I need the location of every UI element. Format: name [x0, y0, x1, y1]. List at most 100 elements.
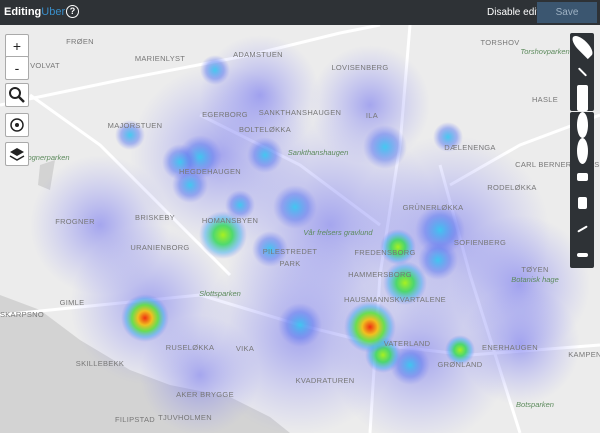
place-label: BOLTELØKKA — [239, 125, 291, 134]
search-icon — [9, 87, 25, 103]
place-label: Frognerparken — [20, 153, 69, 162]
line-tool[interactable] — [570, 59, 594, 85]
place-label: TORSHOV — [480, 38, 519, 47]
place-label: SOFIENBERG — [454, 238, 506, 247]
place-label: AKER BRYGGE — [176, 390, 234, 399]
heat-spot — [278, 303, 322, 347]
place-label: HEGDEHAUGEN — [179, 167, 241, 176]
heat-spot — [383, 261, 427, 305]
top-bar: EditingUber ? Disable editing Save — [0, 0, 600, 25]
heat-spot — [363, 125, 407, 169]
heat-spot — [200, 35, 320, 155]
zoom-in[interactable]: + — [5, 34, 29, 58]
permissions-tool[interactable] — [570, 242, 594, 268]
place-label: TJUVHOLMEN — [158, 413, 212, 422]
map-name[interactable]: Uber — [41, 6, 66, 18]
place-label: RODELØKKA — [487, 183, 536, 192]
place-label: LOVISENBERG — [331, 63, 388, 72]
heat-spot — [200, 55, 230, 85]
heat-spot — [121, 294, 169, 342]
heat-spot — [115, 120, 145, 150]
place-label: MARIENLYST — [135, 54, 185, 63]
place-label: MAJORSTUEN — [108, 121, 163, 130]
place-label: HASLE — [532, 95, 558, 104]
place-label: Botanisk hage — [511, 275, 559, 284]
place-label: ADAMSTUEN — [233, 50, 283, 59]
polygon-tool[interactable] — [570, 85, 594, 111]
save-button[interactable]: Save — [537, 2, 597, 23]
place-label: URANIENBORG — [130, 243, 189, 252]
heat-spot — [445, 335, 475, 365]
layers-button[interactable] — [5, 142, 29, 166]
place-label: Slottsparken — [199, 289, 241, 298]
place-label: FROGNER — [55, 217, 95, 226]
place-label: FREDENSBORG — [354, 248, 415, 257]
disable-editing[interactable]: Disable editing — [487, 7, 553, 18]
place-label: BRISKEBY — [135, 213, 175, 222]
heatmap — [30, 35, 590, 433]
draw-toolbar — [568, 32, 596, 111]
place-label: RUSELØKKA — [166, 343, 215, 352]
heat-spot — [225, 190, 255, 220]
locate-button[interactable] — [5, 113, 29, 137]
data-tool[interactable] — [570, 190, 594, 216]
heat-spot — [380, 229, 416, 265]
search-button[interactable] — [5, 83, 29, 107]
place-label: Torshovparken — [520, 47, 569, 56]
place-label: HOMANSBYEN — [202, 216, 258, 225]
place-labels: FRØEN MARIENLYST ADAMSTUEN VOLVAT LOVISENBER… — [0, 37, 600, 424]
place-label: VATERLAND — [384, 339, 431, 348]
layers-tool[interactable] — [570, 164, 594, 190]
place-label: FRØEN — [66, 37, 94, 46]
heat-spot — [172, 167, 208, 203]
place-label: ILA — [366, 111, 378, 120]
map[interactable]: FRØEN MARIENLYST ADAMSTUEN VOLVAT LOVISENBER… — [0, 25, 600, 433]
title: EditingUber — [4, 6, 65, 18]
place-label: PILESTREDET — [263, 247, 318, 256]
place-label: GRÜNERLØKKA — [403, 203, 464, 212]
place-label: Vår frelsers gravlund — [303, 228, 373, 237]
marker-tool[interactable] — [568, 32, 596, 60]
place-label: SANKTHANSHAUGEN — [259, 108, 341, 117]
place-label: FILIPSTAD — [115, 415, 155, 424]
settings-toolbar — [570, 112, 594, 268]
locate-icon — [10, 118, 24, 132]
settings-tool[interactable] — [570, 138, 594, 164]
tilelayer-tool[interactable] — [570, 216, 594, 242]
heat-spot — [460, 285, 580, 405]
heat-spot — [418, 240, 458, 280]
heat-spot — [252, 231, 288, 267]
place-label: Sankthanshaugen — [288, 148, 348, 157]
heat-spot — [433, 122, 463, 152]
zoom-out[interactable]: - — [5, 56, 29, 80]
import-tool[interactable] — [570, 112, 594, 138]
place-label: VOLVAT — [30, 61, 60, 70]
place-label: SKILLEBEKK — [76, 359, 124, 368]
heat-spot — [199, 211, 247, 259]
heat-spot — [140, 315, 260, 433]
place-label: ENERHAUGEN — [482, 343, 538, 352]
heat-spot — [30, 155, 170, 295]
place-label: HAUSMANNSKVARTALENE — [344, 295, 446, 304]
heat-spot — [344, 301, 396, 353]
place-label: TØYEN — [521, 265, 548, 274]
place-label: KAMPEN — [568, 350, 600, 359]
heat-spot — [415, 205, 465, 255]
place-label: GIMLE — [60, 298, 85, 307]
help-button[interactable]: ? — [66, 5, 79, 18]
heat-spot — [247, 137, 283, 173]
place-label: SKARPSNO — [0, 310, 44, 319]
heat-spot — [273, 185, 317, 229]
place-label: VIKA — [236, 344, 254, 353]
place-label: CARL BERNERS PLASS — [515, 160, 600, 169]
place-label: KVADRATUREN — [296, 376, 355, 385]
place-label: Botsparken — [516, 400, 554, 409]
place-label: DÆLENENGA — [444, 143, 495, 152]
place-label: PARK — [279, 259, 300, 268]
place-label: GRØNLAND — [438, 360, 483, 369]
place-label: EGERBORG — [202, 110, 248, 119]
place-label: HAMMERSBORG — [348, 270, 412, 279]
layers-icon — [9, 148, 25, 161]
title-text: Editing — [4, 6, 42, 18]
